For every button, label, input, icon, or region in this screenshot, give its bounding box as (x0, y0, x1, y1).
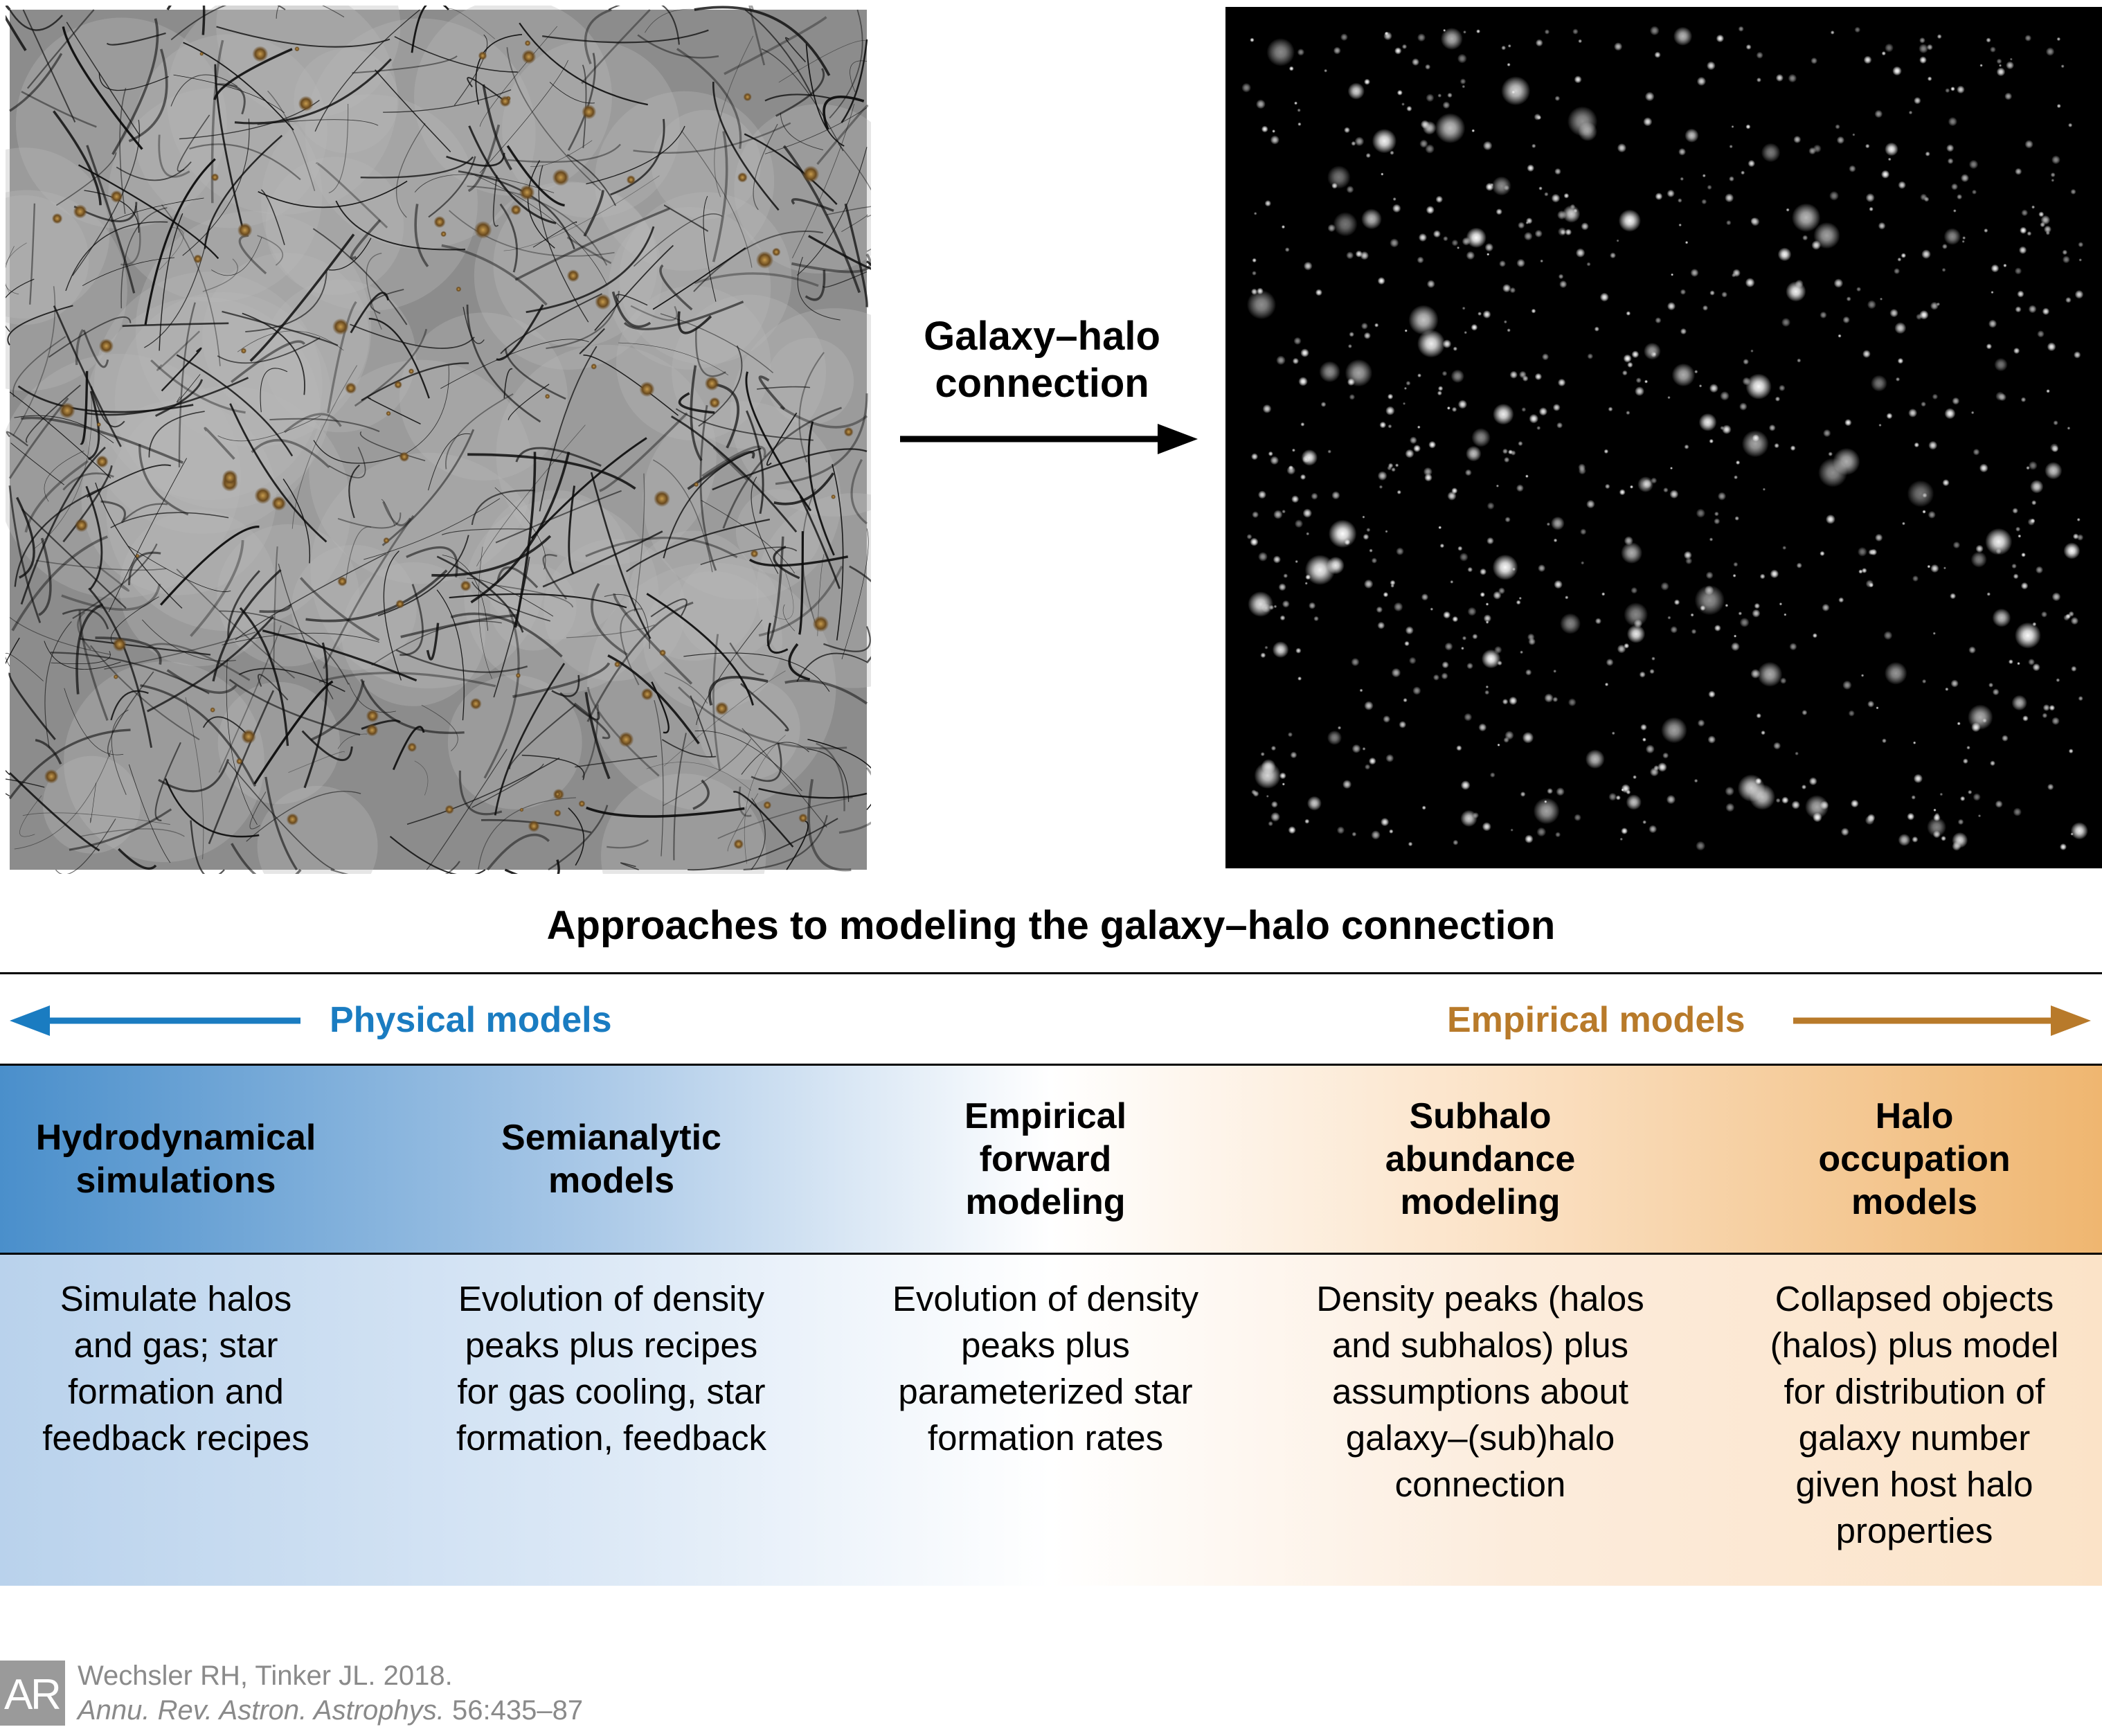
left-arrow-icon (10, 1005, 300, 1036)
column-description-empirical-forward: Evolution of density peaks plus paramete… (892, 1279, 1199, 1458)
table-top-divider (0, 1064, 2102, 1066)
citation-authors: Wechsler RH, Tinker JL. 2018. (78, 1661, 453, 1691)
column-title-subhalo-abundance: Subhalo abundance modeling (1385, 1096, 1576, 1222)
svg-text:R: R (30, 1671, 62, 1719)
physical-models-label: Physical models (330, 1000, 612, 1040)
citation-journal: Annu. Rev. Astron. Astrophys. (78, 1695, 444, 1726)
column-description-hydrodynamical: Simulate halos and gas; star formation a… (42, 1279, 309, 1458)
dark-matter-web-icon (6, 6, 871, 874)
approach-header-row: Hydrodynamical simulations Semianalytic … (0, 1066, 2102, 1253)
right-arrow-icon (1793, 1005, 2091, 1036)
galaxy-distribution-icon (1241, 26, 2088, 851)
annual-reviews-logo: A R (0, 1661, 65, 1726)
column-title-halo-occupation: Halo occupation models (1818, 1096, 2011, 1222)
dark-matter-web-image (6, 6, 871, 874)
title-divider (0, 972, 2102, 974)
column-description-subhalo-abundance: Density peaks (halos and subhalos) plus … (1316, 1279, 1644, 1504)
section-title: Approaches to modeling the galaxy–halo c… (546, 903, 1556, 948)
column-title-hydrodynamical: Hydrodynamical simulations (35, 1118, 316, 1201)
right-arrow-icon (900, 424, 1198, 454)
citation-volume: 56:435–87 (444, 1695, 584, 1726)
galaxy-distribution-image (1225, 7, 2102, 868)
approach-description-row: Simulate halos and gas; star formation a… (0, 1255, 2102, 1586)
galaxy-halo-connection-label: Galaxy–halo connection (924, 314, 1160, 406)
column-title-empirical-forward: Empirical forward modeling (964, 1096, 1127, 1222)
svg-text:A: A (4, 1671, 33, 1719)
citation: Wechsler RH, Tinker JL. 2018. Annu. Rev.… (78, 1658, 583, 1728)
column-description-semianalytic: Evolution of density peaks plus recipes … (456, 1279, 766, 1458)
approaches-table: Hydrodynamical simulations Semianalytic … (0, 1064, 2102, 1586)
table-mid-divider (0, 1253, 2102, 1255)
empirical-models-label: Empirical models (1447, 1000, 1745, 1040)
column-description-halo-occupation: Collapsed objects (halos) plus model for… (1770, 1279, 2059, 1550)
citation-journal-line: Annu. Rev. Astron. Astrophys. 56:435–87 (78, 1693, 583, 1728)
column-title-semianalytic: Semianalytic models (501, 1118, 721, 1201)
